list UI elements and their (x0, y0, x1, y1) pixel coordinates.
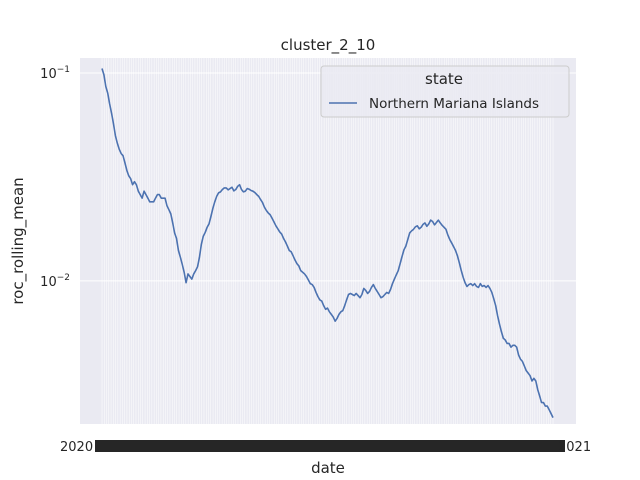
legend: state Northern Mariana Islands (320, 65, 570, 118)
series-line (101, 68, 554, 418)
x-gridlines (101, 58, 554, 424)
x-axis-label: date (311, 459, 345, 477)
x-tick-label-last: 2021 (558, 440, 591, 455)
x-tick-label-first: 2020 (60, 440, 93, 455)
x-tick-label-overlap (95, 440, 565, 452)
plot-background (80, 58, 576, 424)
x-tick-labels: 2020 2021 (60, 440, 591, 455)
y-tick-labels: 10−1 10−2 (40, 65, 70, 290)
y-tick-label: 10−2 (40, 273, 70, 290)
y-tick-label: 10−1 (40, 65, 70, 82)
legend-box (320, 65, 570, 118)
legend-entry: Northern Mariana Islands (369, 96, 539, 112)
y-axis-label: roc_rolling_mean (9, 177, 28, 304)
chart-title: cluster_2_10 (281, 36, 376, 55)
legend-title: state (425, 70, 463, 88)
